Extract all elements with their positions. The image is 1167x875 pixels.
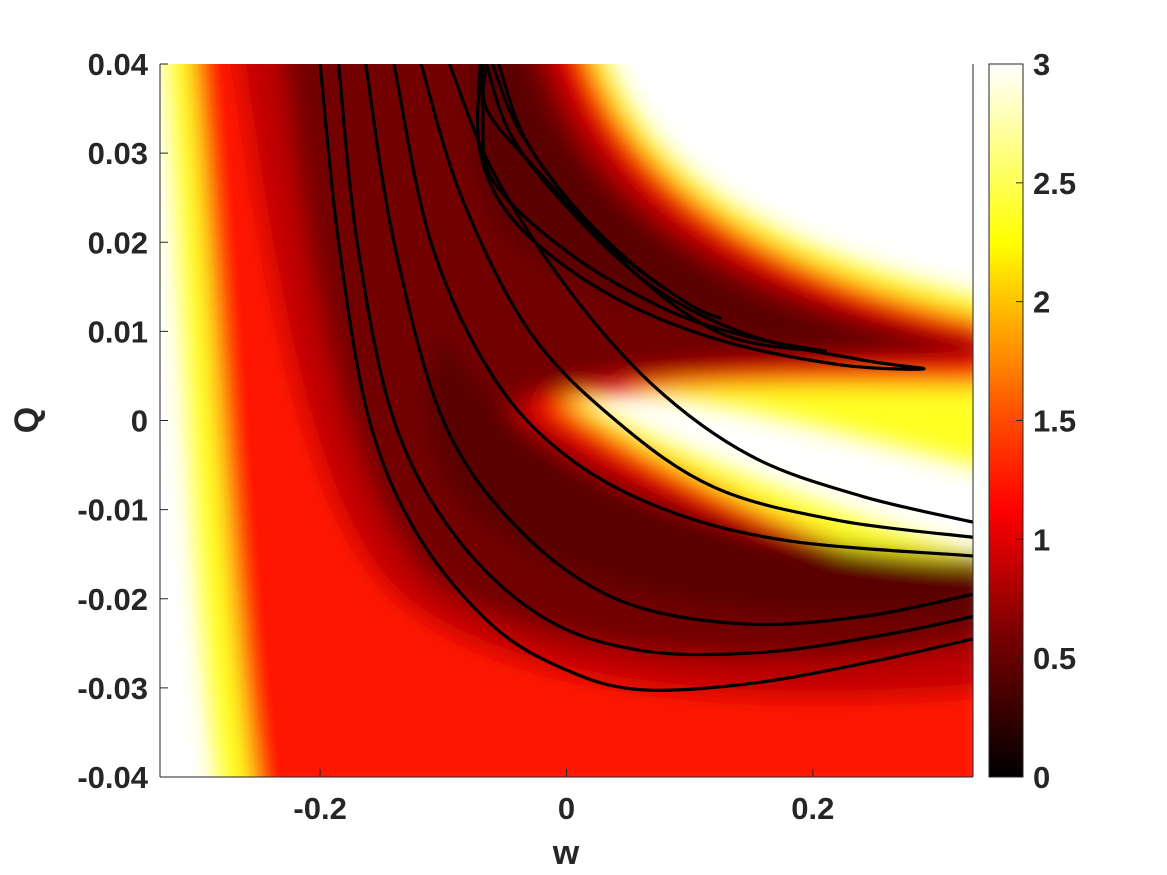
contour-line	[318, 64, 973, 692]
x-axis-ticks: -0.2 0 0.2	[293, 769, 834, 826]
heatmap-field	[166, 64, 973, 777]
colorbar-tick-label: 0	[1033, 760, 1050, 795]
contour-line	[447, 64, 973, 524]
contour-line	[475, 64, 926, 371]
colorbar-tick-label: 2	[1033, 285, 1050, 320]
y-tick-label: -0.01	[77, 493, 148, 528]
colorbar-tick-label: 2.5	[1033, 166, 1076, 201]
contour-line	[419, 64, 973, 539]
x-tick-label: 0	[558, 791, 575, 826]
y-tick-label: 0.03	[88, 136, 148, 171]
y-tick-label: 0.04	[88, 47, 149, 82]
y-tick-label: -0.02	[77, 582, 148, 617]
y-tick-label: -0.04	[77, 760, 148, 795]
colorbar: 0 0.5 1 1.5 2 2.5 3	[988, 47, 1076, 795]
x-tick-label: -0.2	[293, 791, 346, 826]
y-tick-label: -0.03	[77, 671, 148, 706]
x-axis-label: w	[552, 834, 580, 872]
y-tick-label: 0.02	[88, 225, 148, 260]
contour-lines	[318, 64, 973, 692]
x-tick-label: 0.2	[791, 791, 834, 826]
y-axis-label: Q	[8, 407, 46, 433]
contour-line	[392, 64, 973, 558]
colorbar-tick-label: 0.5	[1033, 641, 1076, 676]
colorbar-tick-label: 1	[1033, 522, 1050, 557]
heatmap-region-darkest	[468, 64, 940, 360]
colorbar-tick-label: 3	[1033, 47, 1050, 82]
y-tick-label: 0.01	[88, 314, 148, 349]
colorbar-tick-label: 1.5	[1033, 404, 1076, 439]
heatmap	[160, 64, 973, 777]
y-axis-ticks: 0.04 0.03 0.02 0.01 0 -0.01 -0.02 -0.03 -0.04	[77, 47, 168, 795]
contour-line	[480, 64, 827, 353]
colorbar-ticks: 0 0.5 1 1.5 2 2.5 3	[1016, 47, 1076, 795]
heatmap-region-darkest-lower	[427, 330, 973, 616]
contour-line	[337, 64, 973, 657]
y-tick-label: 0	[131, 404, 148, 439]
contour-line	[364, 64, 973, 627]
